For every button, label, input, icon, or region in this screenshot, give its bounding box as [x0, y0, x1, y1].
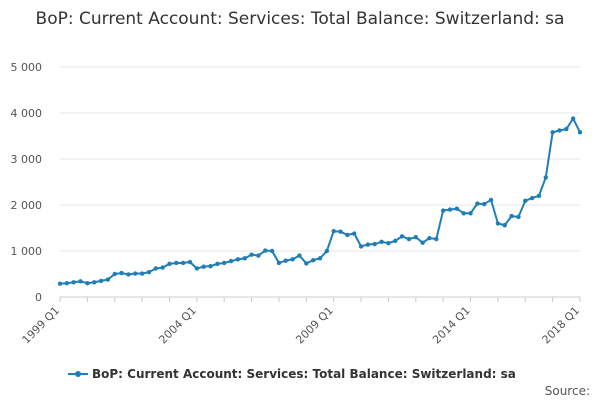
data-point[interactable]: [215, 261, 220, 267]
data-point[interactable]: [523, 198, 528, 204]
data-point[interactable]: [235, 257, 241, 262]
data-point[interactable]: [434, 236, 439, 242]
x-tick-label: 2018 Q1: [540, 304, 583, 347]
data-point[interactable]: [194, 266, 200, 271]
data-point[interactable]: [85, 281, 90, 286]
x-tick-label: 1999 Q1: [20, 304, 63, 347]
data-point[interactable]: [413, 235, 418, 240]
data-point[interactable]: [482, 201, 487, 207]
data-point[interactable]: [105, 277, 111, 282]
data-point[interactable]: [222, 260, 227, 266]
data-point[interactable]: [564, 126, 569, 132]
legend[interactable]: BoP: Current Account: Services: Total Ba…: [68, 367, 516, 381]
x-tick-label: 2009 Q1: [293, 304, 336, 347]
data-point[interactable]: [98, 278, 104, 284]
data-point[interactable]: [139, 271, 145, 276]
data-point[interactable]: [440, 208, 446, 213]
data-point[interactable]: [153, 266, 158, 271]
data-point[interactable]: [536, 193, 542, 198]
data-point[interactable]: [71, 280, 76, 285]
data-point[interactable]: [78, 279, 83, 284]
series-line-group: [57, 116, 583, 286]
data-point[interactable]: [502, 223, 507, 228]
data-point[interactable]: [577, 130, 583, 135]
data-point[interactable]: [269, 248, 275, 254]
data-point[interactable]: [263, 248, 268, 253]
data-point[interactable]: [420, 240, 425, 245]
legend-label[interactable]: BoP: Current Account: Services: Total Ba…: [92, 367, 516, 381]
data-point[interactable]: [256, 253, 261, 258]
data-point[interactable]: [543, 175, 548, 180]
y-axis-labels: 0 1 000 2 000 3 000 4 000 5 000: [11, 61, 43, 304]
y-tick-label: 5 000: [11, 61, 43, 74]
data-point[interactable]: [167, 261, 172, 267]
data-point[interactable]: [119, 270, 124, 276]
y-tick-label: 2 000: [11, 199, 43, 212]
data-point[interactable]: [352, 231, 357, 236]
data-point[interactable]: [372, 241, 377, 247]
data-point[interactable]: [399, 234, 405, 239]
x-axis-labels: 1999 Q1 2004 Q1 2009 Q1 2014 Q1 2018 Q1: [20, 304, 583, 347]
data-point[interactable]: [379, 239, 384, 244]
data-point[interactable]: [283, 258, 288, 263]
data-point[interactable]: [550, 130, 555, 135]
y-tick-label: 1 000: [11, 245, 43, 258]
data-point[interactable]: [304, 261, 309, 266]
data-point[interactable]: [249, 252, 254, 257]
data-point[interactable]: [358, 244, 364, 249]
data-point[interactable]: [386, 240, 391, 246]
gridlines: [60, 66, 580, 252]
data-point[interactable]: [488, 197, 494, 203]
data-point[interactable]: [516, 214, 521, 220]
legend-marker-icon: [75, 371, 81, 377]
x-axis: [59, 296, 581, 302]
data-point[interactable]: [461, 211, 466, 216]
data-point[interactable]: [509, 213, 514, 219]
data-point[interactable]: [345, 232, 350, 238]
data-point[interactable]: [297, 253, 302, 258]
data-point[interactable]: [495, 221, 501, 226]
data-point[interactable]: [447, 207, 453, 212]
data-point[interactable]: [228, 258, 234, 264]
data-point[interactable]: [365, 242, 371, 247]
data-point[interactable]: [112, 271, 117, 277]
data-point[interactable]: [180, 260, 186, 266]
y-tick-label: 0: [35, 291, 42, 304]
x-tick-label: 2014 Q1: [430, 304, 473, 347]
data-point[interactable]: [187, 259, 193, 265]
data-point[interactable]: [475, 201, 480, 206]
data-point[interactable]: [146, 269, 152, 275]
data-point[interactable]: [454, 206, 460, 211]
data-point[interactable]: [331, 229, 336, 234]
data-point[interactable]: [92, 280, 97, 285]
data-point[interactable]: [468, 211, 473, 216]
x-tick-label: 2004 Q1: [156, 304, 199, 347]
data-point[interactable]: [290, 257, 295, 262]
data-point[interactable]: [126, 272, 131, 277]
data-point[interactable]: [324, 248, 330, 254]
data-point[interactable]: [64, 281, 70, 286]
data-point[interactable]: [427, 235, 432, 241]
data-point[interactable]: [529, 195, 535, 201]
data-point[interactable]: [174, 260, 179, 266]
data-point[interactable]: [160, 265, 165, 270]
data-point[interactable]: [276, 260, 282, 266]
y-tick-label: 3 000: [11, 153, 43, 166]
data-point[interactable]: [393, 238, 398, 244]
data-point[interactable]: [57, 281, 63, 286]
chart-credit[interactable]: Source:: [545, 384, 590, 398]
data-point[interactable]: [242, 256, 247, 261]
chart-title: BoP: Current Account: Services: Total Ba…: [35, 9, 565, 29]
data-point[interactable]: [208, 263, 213, 269]
data-point[interactable]: [317, 256, 323, 261]
data-point[interactable]: [406, 236, 412, 242]
data-point[interactable]: [310, 258, 316, 263]
data-point[interactable]: [338, 229, 343, 234]
data-point[interactable]: [557, 128, 562, 133]
data-point[interactable]: [201, 264, 206, 269]
data-point[interactable]: [133, 271, 138, 276]
data-point[interactable]: [570, 116, 576, 121]
y-tick-label: 4 000: [11, 107, 43, 120]
